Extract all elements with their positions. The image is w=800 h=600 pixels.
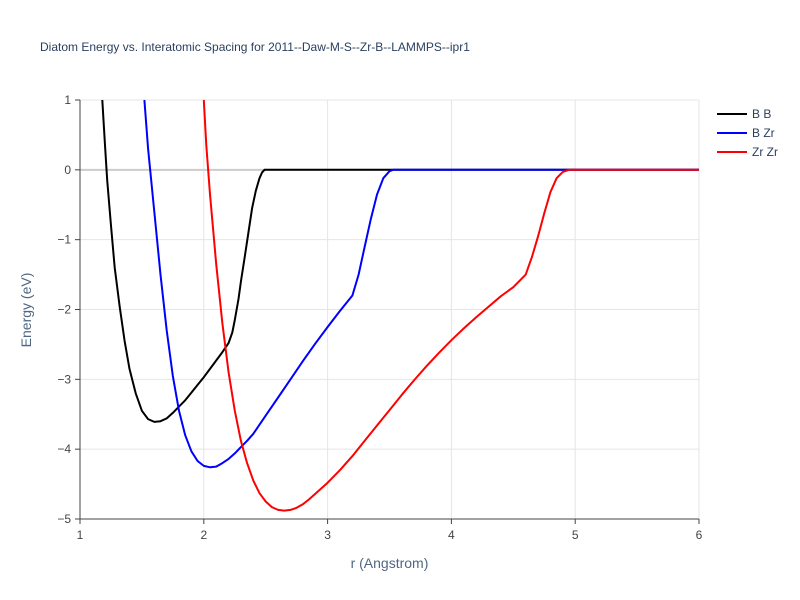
x-tick-label: 6	[696, 528, 703, 542]
series-line-b-zr	[143, 100, 699, 469]
chart-title: Diatom Energy vs. Interatomic Spacing fo…	[40, 40, 470, 54]
y-tick-label: 0	[64, 163, 71, 177]
x-axis-title: r (Angstrom)	[351, 555, 429, 571]
axes: 1 2 3 4 5 6 −5 −4 −3 −2 −1 0 1	[57, 93, 702, 542]
x-tick-label: 2	[200, 528, 207, 542]
grid	[80, 99, 700, 519]
x-tick-label: 5	[572, 528, 579, 542]
y-tick-label: −2	[57, 303, 71, 317]
y-axis-title: Energy (eV)	[18, 273, 34, 348]
legend-label-zr-zr: Zr Zr	[752, 145, 778, 159]
series-line-zr-zr	[202, 100, 699, 512]
x-tick-label: 4	[448, 528, 455, 542]
series-line-b-b	[101, 100, 699, 423]
x-tick-label: 3	[324, 528, 331, 542]
y-tick-label: −3	[57, 372, 71, 386]
y-tick-label: −4	[57, 442, 71, 456]
x-tick-label: 1	[77, 528, 84, 542]
legend: B B B Zr Zr Zr	[717, 107, 778, 159]
legend-label-b-b: B B	[752, 107, 771, 121]
plot-area	[101, 100, 699, 512]
legend-label-b-zr: B Zr	[752, 126, 775, 140]
y-tick-label: −5	[57, 512, 71, 526]
y-tick-label: −1	[57, 233, 71, 247]
y-tick-label: 1	[64, 93, 71, 107]
